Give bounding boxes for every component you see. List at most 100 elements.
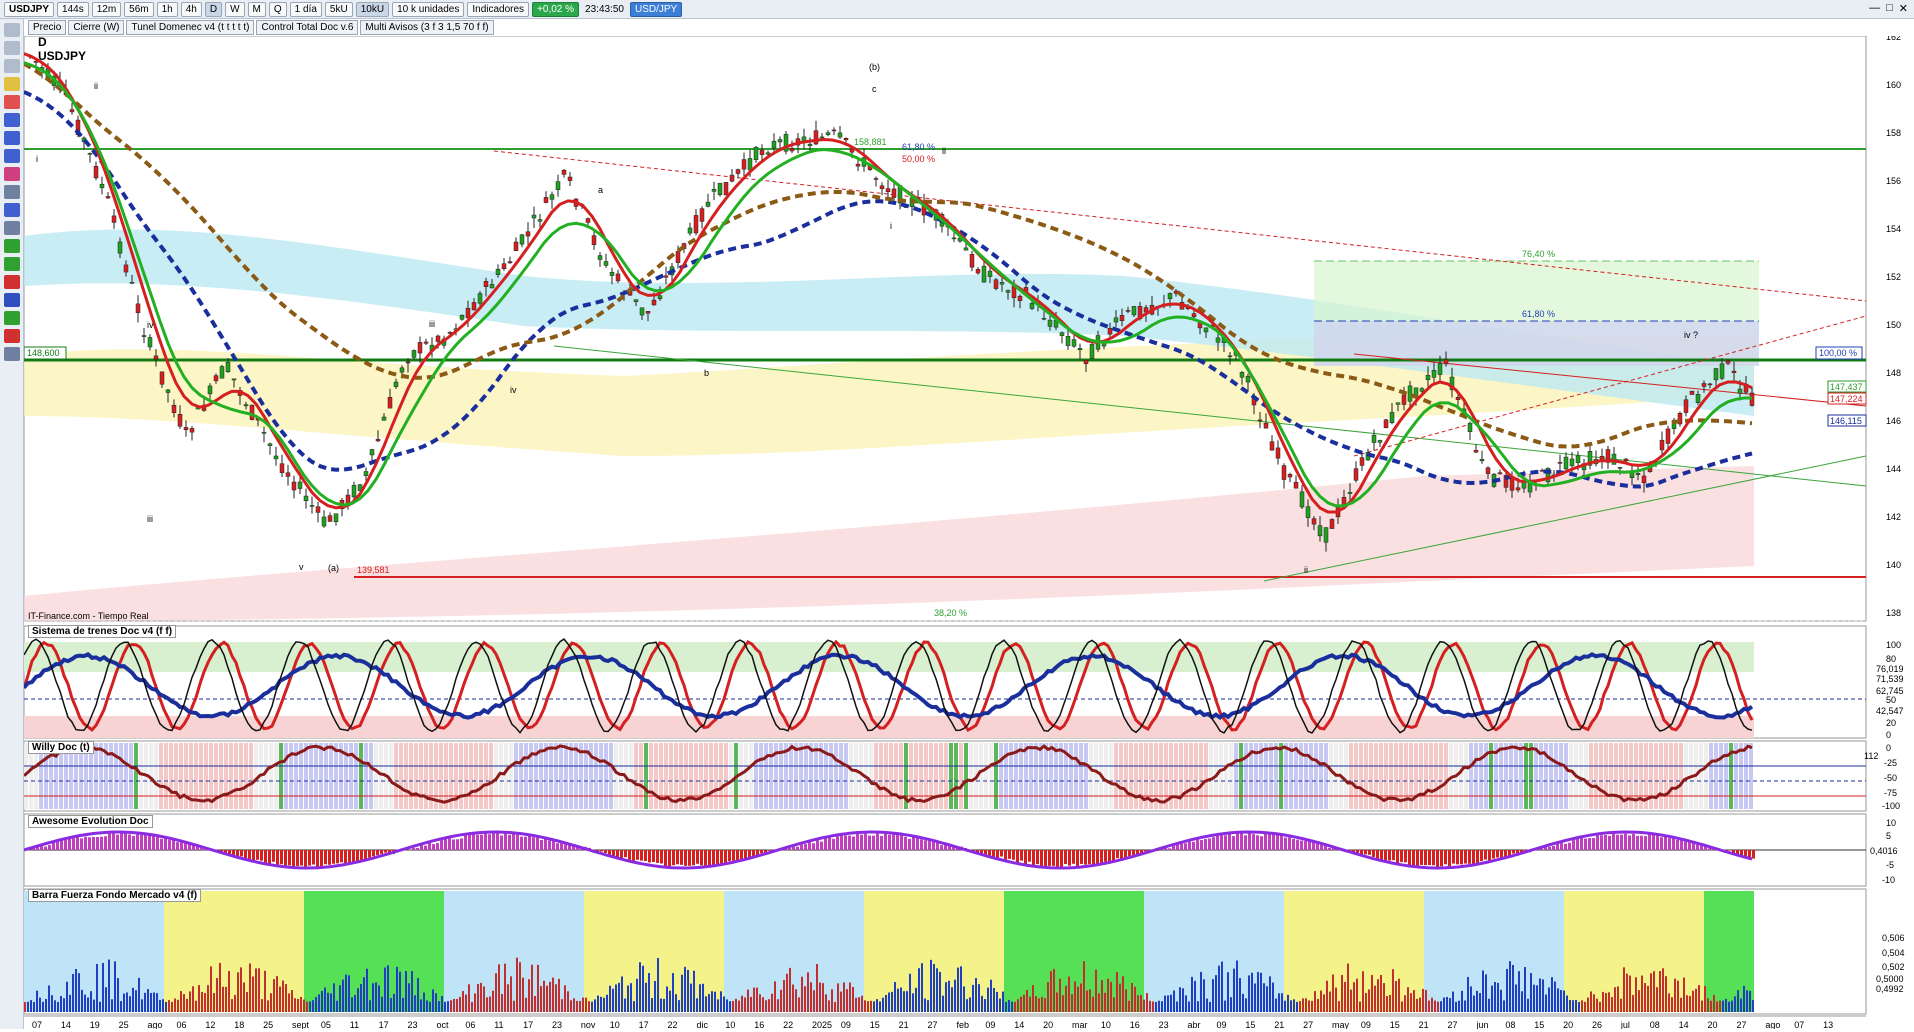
tf-56m[interactable]: 56m [124, 2, 153, 17]
candle-body [262, 432, 266, 433]
bell-icon[interactable] [4, 77, 20, 91]
shape-tool-icon[interactable] [4, 167, 20, 181]
willy-band [934, 743, 938, 809]
willy-band [464, 743, 468, 809]
barra-bar [1401, 1001, 1403, 1012]
barra-bar [1581, 1000, 1583, 1012]
panel-willy[interactable]: 0 -25 -50 -75 -100 112 [24, 741, 1900, 811]
barra-bar [1722, 1001, 1724, 1012]
barra-bar [1014, 1002, 1016, 1012]
tab-tunel[interactable]: Tunel Domenec v4 (t t t t t) [126, 20, 254, 35]
candle-body [880, 186, 884, 189]
tab-multi-avisos[interactable]: Multi Avisos (3 f 3 1,5 70 f f) [360, 20, 493, 35]
arrow-tool-icon[interactable] [4, 203, 20, 217]
symbol-selector[interactable]: USDJPY [4, 2, 54, 17]
barra-bar [363, 977, 365, 1012]
tab-control[interactable]: Control Total Doc v.6 [256, 20, 358, 35]
barra-bar [708, 994, 710, 1012]
hline-tool-icon[interactable] [4, 221, 20, 235]
close-icon[interactable]: ✕ [1899, 2, 1908, 15]
panel-awesome[interactable]: 10 5 0,4016 -5 -10 [24, 814, 1898, 886]
trenes-tick-71: 71,539 [1876, 674, 1904, 684]
tab-cierre[interactable]: Cierre (W) [68, 20, 124, 35]
tf-144s[interactable]: 144s [57, 2, 89, 17]
tf-q[interactable]: Q [269, 2, 287, 17]
barra-bar [582, 998, 584, 1012]
pencil-icon[interactable] [4, 311, 20, 325]
barra-bar [939, 972, 941, 1012]
barra-bar [1113, 997, 1115, 1012]
candle-body [556, 182, 560, 190]
ao-bar [1548, 847, 1551, 850]
ao-bar [1592, 838, 1595, 850]
tf-1h[interactable]: 1h [157, 2, 178, 17]
barra-bar [864, 1000, 866, 1012]
channel-tool-icon[interactable] [4, 131, 20, 145]
ao-bar [700, 850, 703, 865]
barra-bar [726, 999, 728, 1012]
willy-band [594, 743, 598, 809]
barra-bar [1245, 998, 1247, 1012]
ao-bar [140, 834, 143, 850]
tf-d[interactable]: D [205, 2, 222, 17]
tf-12m[interactable]: 12m [92, 2, 121, 17]
barra-bar [1413, 990, 1415, 1012]
date-tick: 18 [234, 1020, 244, 1029]
line-tool-icon[interactable] [4, 113, 20, 127]
fib-label-100: 100,00 % [1819, 348, 1857, 358]
ao-bar [92, 837, 95, 850]
candle-body [832, 130, 836, 131]
crosshair-icon[interactable] [4, 41, 20, 55]
tf-m[interactable]: M [248, 2, 266, 17]
willy-band [1589, 743, 1593, 809]
willy-band [1349, 743, 1353, 809]
panel-barra[interactable]: 0,506 0,504 0,502 0,5000 0,4992 [24, 889, 1905, 1014]
candle-body [460, 315, 464, 319]
barra-bar [198, 985, 200, 1012]
barra-bar [1677, 981, 1679, 1012]
barra-bar [390, 998, 392, 1012]
alert-icon[interactable] [4, 95, 20, 109]
ruler-icon[interactable] [4, 293, 20, 307]
barra-bar [447, 1001, 449, 1012]
barra-bar [123, 994, 125, 1012]
barra-bar [1476, 991, 1478, 1012]
tf-4h[interactable]: 4h [181, 2, 202, 17]
barra-bar [411, 971, 413, 1012]
minimize-icon[interactable]: — [1869, 2, 1880, 15]
barra-bar [444, 1002, 446, 1012]
delete-icon[interactable] [4, 329, 20, 343]
fib-tool-icon[interactable] [4, 149, 20, 163]
bars-10ku[interactable]: 10kU [356, 2, 389, 17]
willy-band [1719, 743, 1723, 809]
chart-svg[interactable]: D USDJPY IT-Finance.com - Tiempo Real 14… [24, 36, 1914, 1029]
barra-bar [1005, 1002, 1007, 1012]
candle-body [1714, 368, 1718, 379]
maximize-icon[interactable]: □ [1886, 2, 1893, 15]
willy-band [324, 743, 328, 809]
trend-tool-icon[interactable] [4, 239, 20, 253]
units-select[interactable]: 10 k unidades [392, 2, 464, 17]
panel-trenes[interactable]: 100 80 76,019 71,539 62,745 50 42,547 20… [24, 626, 1904, 740]
eraser-icon[interactable] [4, 275, 20, 289]
candle-body [526, 232, 530, 236]
barra-bar [1638, 990, 1640, 1012]
text-tool-icon[interactable] [4, 185, 20, 199]
barra-bar [1464, 1000, 1466, 1012]
candle-body [1498, 473, 1502, 474]
ao-bar [336, 850, 339, 863]
bars-5ku[interactable]: 5kU [325, 2, 353, 17]
indicators-button[interactable]: Indicadores [467, 2, 529, 17]
candle-body [1240, 372, 1244, 377]
barra-bar [1617, 986, 1619, 1012]
period-select[interactable]: 1 día [290, 2, 322, 17]
tf-w[interactable]: W [225, 2, 244, 17]
cursor-icon[interactable] [4, 23, 20, 37]
barra-bar [243, 983, 245, 1012]
chart-area[interactable]: D USDJPY IT-Finance.com - Tiempo Real 14… [24, 36, 1914, 1032]
settings-icon[interactable] [4, 347, 20, 361]
ao-bar [1612, 833, 1615, 850]
wave-tool-icon[interactable] [4, 257, 20, 271]
zoom-icon[interactable] [4, 59, 20, 73]
tab-precio[interactable]: Precio [28, 20, 66, 35]
